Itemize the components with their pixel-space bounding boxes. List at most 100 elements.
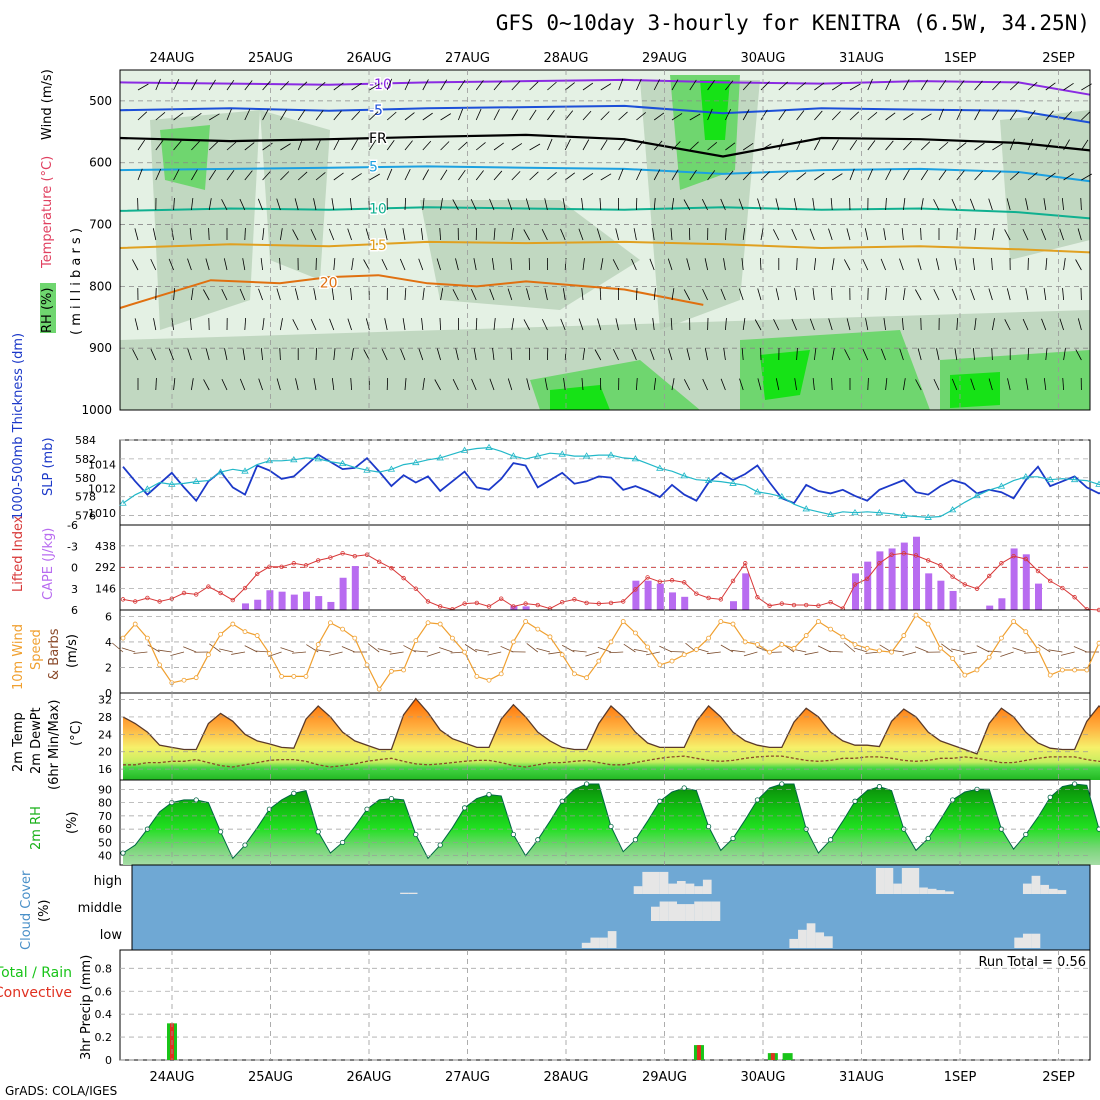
wind-barb <box>954 348 958 361</box>
pressure-tick: 900 <box>89 341 112 355</box>
wind-speed-point <box>1060 667 1065 673</box>
wind-barb <box>757 198 762 211</box>
wind-barb <box>132 259 139 271</box>
thickness-point <box>875 508 884 516</box>
wind-barb <box>404 288 407 301</box>
wind-barb <box>707 80 715 91</box>
wind-barb <box>867 111 878 121</box>
wind-barb <box>564 139 571 151</box>
wind-barb <box>367 643 380 653</box>
bottom-date-label: 26AUG <box>346 1070 391 1085</box>
wind-barb <box>667 258 673 271</box>
rh-point <box>1023 831 1029 838</box>
wind-barb <box>902 651 917 657</box>
wind-barb <box>976 645 990 653</box>
wind-speed-point <box>352 635 358 641</box>
wind-barb <box>804 651 819 656</box>
wind-barb <box>384 318 388 331</box>
lifted-index-point <box>755 595 760 600</box>
lifted-index-point <box>242 585 248 591</box>
wind-barb <box>652 318 655 331</box>
wind-barb <box>386 78 393 91</box>
wind-barb <box>458 79 466 91</box>
lifted-index-point <box>608 600 614 606</box>
wind-barb <box>262 109 269 121</box>
lifted-index-point <box>791 602 797 608</box>
wind-barb <box>862 348 869 361</box>
lifted-index-point <box>255 571 260 577</box>
wind-barb <box>1043 288 1047 301</box>
wind-barb <box>653 79 661 91</box>
wind-barb <box>760 109 768 121</box>
wind-barb <box>544 378 548 391</box>
wind-barb <box>901 318 904 331</box>
wind-barb <box>609 651 624 654</box>
wind-barb <box>844 642 856 653</box>
precip-total-label: Total / Rain <box>0 965 72 981</box>
cloud-block-high <box>668 883 677 894</box>
wind-barb <box>1061 198 1064 211</box>
bottom-date-axis: 24AUG 25AUG 26AUG 27AUG 28AUG 29AUG 30AUG 31AUG… <box>149 1070 1074 1085</box>
wind-barb <box>814 172 825 181</box>
wind-barb <box>671 79 679 91</box>
cape-bar <box>998 598 1006 610</box>
wind-barb <box>704 348 708 361</box>
cape-bar <box>266 590 274 610</box>
wind-barb <box>578 318 584 331</box>
wind-barb <box>631 258 637 271</box>
wind-speed-point <box>388 668 394 674</box>
wind-barb <box>600 173 612 181</box>
thickness-tick: 582 <box>75 453 96 466</box>
wind-barb <box>683 199 691 211</box>
lifted-index-point <box>694 591 699 596</box>
wind-barb <box>846 318 851 331</box>
wind-barb <box>239 378 246 391</box>
cloud-levels: high middle low <box>78 874 123 943</box>
thickness-point <box>802 505 810 512</box>
thickness-tick: 584 <box>75 434 96 447</box>
wind-barb <box>991 347 993 361</box>
wind-barb <box>599 198 602 211</box>
wind-barb <box>864 228 869 241</box>
cloud-series <box>400 868 1067 948</box>
wind-barb <box>970 288 975 301</box>
wind-barb <box>917 258 922 271</box>
wind-barb <box>369 111 379 121</box>
wind-barb <box>255 650 270 653</box>
wind-barb <box>725 80 734 91</box>
lifted-index-point <box>926 558 931 563</box>
rh-point <box>364 806 370 812</box>
wind-barb <box>612 349 619 361</box>
wind-speed-point <box>120 635 126 641</box>
wind-barb <box>137 111 148 121</box>
wind-barb <box>511 318 515 331</box>
wind-barb <box>153 318 157 331</box>
wind-barb <box>796 82 807 91</box>
wind-barb <box>208 227 210 241</box>
wind-speed-point <box>242 629 248 635</box>
wind-barb <box>831 139 839 151</box>
wind-barb <box>205 258 210 271</box>
wind-barb <box>547 138 553 151</box>
temp-tick: 16 <box>98 763 112 776</box>
wind-barb <box>523 229 530 241</box>
wind-barb <box>653 112 665 121</box>
wind-barb <box>585 651 599 657</box>
lifted-index-point <box>1047 578 1053 584</box>
wind-speed-point <box>340 626 346 632</box>
wind-barb <box>1075 259 1082 271</box>
wind-barb <box>155 111 166 121</box>
wind-barb <box>191 79 198 91</box>
wind-barb <box>956 142 967 151</box>
wind-barb <box>208 113 220 121</box>
wind-barb <box>1063 348 1066 361</box>
wind-barb <box>510 348 513 361</box>
wind-barb <box>297 81 308 91</box>
rh-point <box>754 797 761 803</box>
cloud-block-high <box>927 888 937 894</box>
wind-speed-point <box>706 635 711 641</box>
wind-barb <box>1045 82 1056 91</box>
wind-barb <box>992 228 995 241</box>
thickness-point <box>216 468 225 475</box>
